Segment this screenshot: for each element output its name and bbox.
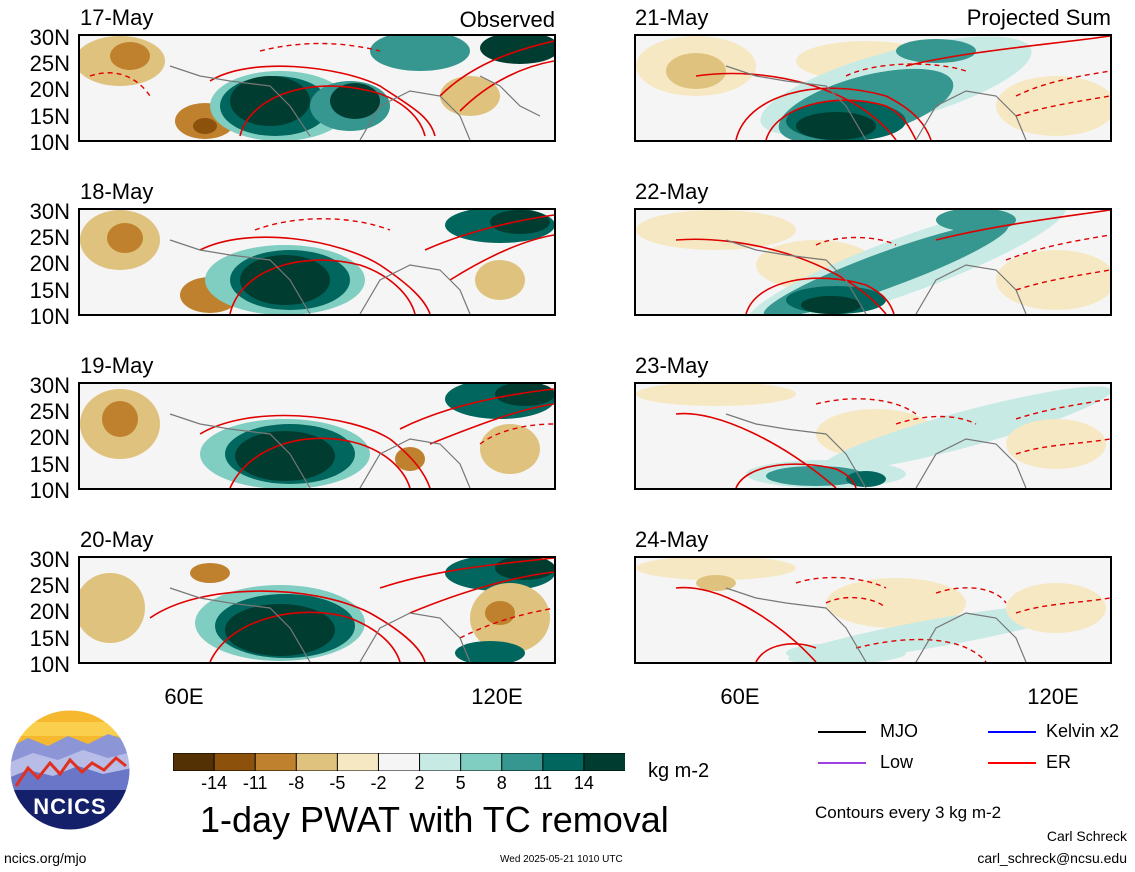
- lat-label: 30N: [29, 25, 70, 50]
- colorbar-tick-label: -11: [242, 773, 268, 793]
- site-link[interactable]: ncics.org/mjo: [4, 850, 87, 866]
- colorbar-swatch: [501, 752, 544, 772]
- colorbar-tick-label: -8: [288, 773, 305, 793]
- panel-date: 18-May: [80, 179, 154, 204]
- lat-label: 20N: [29, 599, 70, 624]
- map-panel: [634, 34, 1112, 142]
- panel-tag-projected: Projected Sum: [966, 5, 1111, 30]
- figure-title: 1-day PWAT with TC removal: [200, 799, 669, 840]
- colorbar-tick-label: 8: [496, 773, 507, 793]
- timestamp: Wed 2025-05-21 1010 UTC: [500, 854, 623, 865]
- panel-date: 17-May: [80, 5, 154, 30]
- colorbar-swatch: [542, 752, 585, 772]
- legend-label-er: ER: [1046, 752, 1072, 772]
- ncics-logo: NCICS: [8, 708, 132, 832]
- colorbar-swatch: [254, 752, 298, 772]
- lat-label: 20N: [29, 251, 70, 276]
- lat-label: 15N: [29, 626, 70, 651]
- colorbar-swatch: [172, 752, 216, 772]
- colorbar-tick-label: 14: [573, 773, 594, 793]
- legend-line-er: [988, 762, 1036, 764]
- contour-note: Contours every 3 kg m-2: [815, 803, 1002, 822]
- logo-text: NCICS: [33, 794, 107, 819]
- colorbar-tick-label: -5: [329, 773, 346, 793]
- map-panel: [78, 556, 556, 664]
- lat-label: 15N: [29, 452, 70, 477]
- map-panel: [78, 34, 556, 142]
- colorbar-tick-label: 5: [455, 773, 466, 793]
- pwat-field: [80, 210, 554, 314]
- colorbar-units: kg m-2: [648, 760, 710, 782]
- colorbar-swatch: [336, 752, 380, 772]
- pwat-field: [80, 36, 554, 140]
- pwat-field: [636, 36, 1110, 140]
- panel-date: 20-May: [80, 527, 154, 552]
- lat-label: 20N: [29, 77, 70, 102]
- legend-line-kelvin: [988, 731, 1036, 733]
- pwat-field: [80, 558, 554, 662]
- lat-label: 30N: [29, 547, 70, 572]
- lat-label: 30N: [29, 199, 70, 224]
- colorbar-tick-label: -14: [201, 773, 228, 793]
- panel-tag-observed: Observed: [459, 7, 555, 32]
- colorbar: [172, 752, 627, 772]
- colorbar-tick-label: -2: [370, 773, 387, 793]
- colorbar-tick-label: 11: [533, 773, 553, 793]
- colorbar-tick-label: 2: [414, 773, 425, 793]
- colorbar-swatch: [583, 752, 627, 772]
- legend-label-low: Low: [880, 752, 914, 772]
- legend-label-kelvin: Kelvin x2: [1046, 721, 1120, 741]
- map-panel: [634, 208, 1112, 316]
- lat-label: 10N: [29, 652, 70, 677]
- map-panel: [78, 208, 556, 316]
- lat-label: 20N: [29, 425, 70, 450]
- colorbar-swatch: [213, 752, 257, 772]
- lon-label: 60E: [164, 684, 204, 709]
- pwat-field: [636, 558, 1110, 662]
- panel-date: 21-May: [635, 5, 709, 30]
- colorbar-swatches: [172, 752, 627, 772]
- pwat-field: [80, 384, 554, 488]
- legend-line-low: [818, 762, 866, 764]
- lat-label: 30N: [29, 373, 70, 398]
- lat-label: 25N: [29, 399, 70, 424]
- map-panel: [634, 556, 1112, 664]
- lon-label: 60E: [720, 684, 760, 709]
- panel-date: 19-May: [80, 353, 154, 378]
- map-panel: [78, 382, 556, 490]
- author-name: Carl Schreck: [1046, 828, 1127, 844]
- panel-date: 22-May: [635, 179, 709, 204]
- legend-line-mjo: [818, 731, 866, 733]
- pwat-field: [636, 210, 1110, 314]
- lat-label: 25N: [29, 51, 70, 76]
- colorbar-swatch: [419, 752, 462, 772]
- lat-label: 10N: [29, 478, 70, 503]
- panel-date: 23-May: [635, 353, 709, 378]
- lon-label: 120E: [471, 684, 523, 709]
- colorbar-swatch: [460, 752, 503, 772]
- legend-label-mjo: MJO: [880, 721, 918, 741]
- panel-date: 24-May: [635, 527, 709, 552]
- ncics-logo-icon: [9, 709, 131, 831]
- colorbar-swatch: [295, 752, 339, 772]
- lat-label: 15N: [29, 278, 70, 303]
- author-email[interactable]: carl_schreck@ncsu.edu: [977, 850, 1127, 866]
- colorbar-swatch: [377, 752, 421, 772]
- lat-label: 10N: [29, 304, 70, 329]
- lon-label: 120E: [1027, 684, 1079, 709]
- lat-label: 10N: [29, 130, 70, 155]
- map-panel: [634, 382, 1112, 490]
- lat-label: 25N: [29, 225, 70, 250]
- lat-label: 25N: [29, 573, 70, 598]
- lat-label: 15N: [29, 104, 70, 129]
- pwat-field: [636, 384, 1110, 488]
